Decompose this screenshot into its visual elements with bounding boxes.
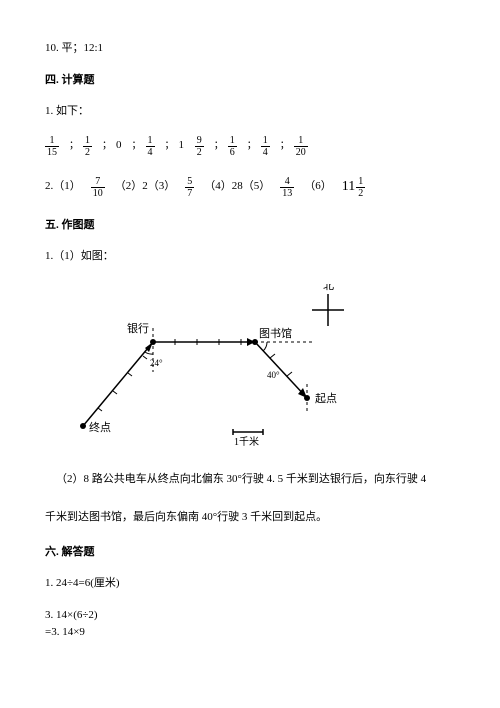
fraction: 120 [294, 135, 308, 158]
value: 0 [116, 137, 122, 155]
fraction: 14 [146, 135, 155, 158]
label: 2.（1） [45, 178, 81, 196]
fraction: 710 [91, 176, 105, 199]
question-5-2b: 千米到达图书馆，最后向东偏南 40°行驶 3 千米回到起点。 [45, 506, 455, 528]
label: （2）2（3） [115, 178, 176, 196]
question-4-1: 1. 如下： [45, 103, 455, 121]
question-10: 10. 平；12:1 [45, 40, 455, 58]
question-6-1: 1. 24÷4=6(厘米) [45, 575, 455, 593]
route-diagram: 北 [45, 284, 455, 456]
label: （4）28（5） [204, 178, 270, 196]
question-5-2a: （2）8 路公共电车从终点向北偏东 30°行驶 4. 5 千米到达银行后，向东行… [45, 468, 455, 490]
section-5-title: 五. 作图题 [45, 217, 455, 235]
fraction: 16 [228, 135, 237, 158]
north-label: 北 [323, 284, 334, 292]
scale-label: 1千米 [234, 435, 259, 448]
bank-label: 银行 [127, 321, 149, 335]
angle1-label: 24° [150, 358, 163, 368]
fraction: 92 [195, 135, 204, 158]
end-label: 终点 [89, 420, 111, 434]
value: 1 [179, 137, 185, 155]
angle2-label: 40° [267, 370, 280, 380]
section-4-title: 四. 计算题 [45, 72, 455, 90]
label: （6） [304, 178, 332, 196]
fraction: 115 [45, 135, 59, 158]
question-5-1: 1.（1）如图： [45, 248, 455, 266]
fraction-row-1: 115 ； 12 ； 0 ； 14 ； 1 92 ； 16 ； 14 ； 120 [45, 135, 455, 158]
section-6-title: 六. 解答题 [45, 544, 455, 562]
fraction-row-2: 2.（1） 710 （2）2（3） 57 （4）28（5） 413 （6） 11… [45, 176, 455, 199]
library-label: 图书馆 [259, 326, 292, 340]
question-6-2a: 3. 14×(6÷2) [45, 607, 455, 625]
question-6-2b: =3. 14×9 [45, 624, 455, 642]
mixed-number: 11 12 [342, 176, 365, 199]
fraction: 14 [261, 135, 270, 158]
fraction: 12 [83, 135, 92, 158]
fraction: 57 [185, 176, 194, 199]
fraction: 413 [280, 176, 294, 199]
start-label: 起点 [315, 392, 337, 405]
